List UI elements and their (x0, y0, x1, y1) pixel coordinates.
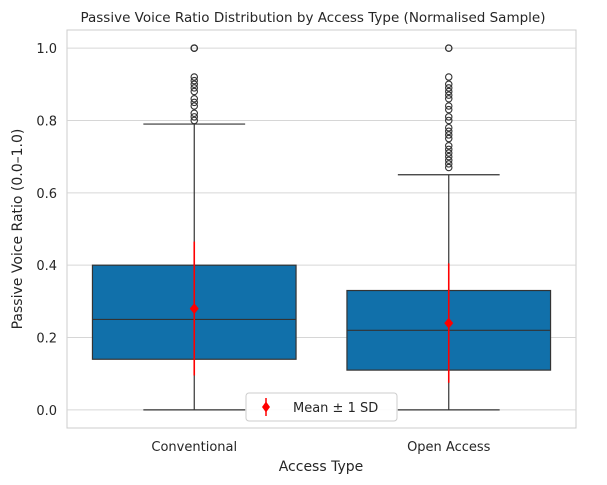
y-tick-label: 0.6 (36, 187, 57, 202)
x-axis-label: Access Type (279, 459, 364, 475)
outlier-point (190, 44, 199, 52)
plot-area (66, 29, 577, 429)
outlier-point (444, 73, 453, 81)
outlier-point (444, 84, 453, 92)
chart-title: Passive Voice Ratio Distribution by Acce… (80, 10, 545, 26)
outlier-point (444, 131, 453, 139)
outlier-point (444, 160, 453, 168)
legend-frame (245, 392, 398, 422)
y-tick-label: 0.0 (36, 404, 57, 419)
outlier-point (444, 91, 453, 99)
y-tick-label: 0.8 (36, 114, 57, 129)
boxes-layer (91, 44, 552, 411)
outlier-point (190, 98, 199, 107)
outlier-point (444, 44, 453, 52)
outlier-point (444, 134, 453, 143)
mean-marker (444, 317, 454, 329)
x-axis-ticks: Conventional Open Access (151, 440, 490, 455)
y-tick-label: 0.2 (36, 332, 57, 347)
outlier-point (190, 84, 199, 92)
outlier-point (190, 116, 199, 125)
outlier-point (444, 149, 453, 157)
outlier-point (190, 102, 199, 110)
outlier-point (444, 113, 453, 121)
outlier-point (444, 127, 453, 136)
outlier-point (190, 76, 199, 85)
outlier-point (190, 73, 199, 81)
outlier-point (444, 116, 453, 125)
legend-label: Mean ± 1 SD (293, 401, 378, 416)
outlier-point (444, 87, 453, 96)
legend: Mean ± 1 SD (245, 392, 398, 422)
outlier-point (444, 105, 453, 114)
x-tick-label: Conventional (151, 440, 237, 455)
outlier-point (190, 113, 199, 121)
outlier-point (444, 94, 453, 103)
outlier-point (444, 145, 453, 154)
outlier-point (444, 156, 453, 165)
outlier-point (190, 94, 199, 103)
box-group (91, 44, 297, 411)
outlier-point (190, 109, 199, 117)
legend-marker (262, 398, 270, 416)
y-axis-ticks: 0.0 0.2 0.4 0.6 0.8 1.0 (36, 42, 57, 419)
outlier-point (444, 80, 453, 89)
outlier-point (444, 152, 453, 161)
outlier-point (444, 102, 453, 110)
outlier-point (444, 123, 453, 132)
box-group (346, 44, 552, 411)
y-tick-label: 0.4 (36, 259, 57, 274)
mean-marker (189, 303, 199, 315)
outlier-point (190, 87, 199, 96)
outlier-point (444, 163, 453, 172)
x-tick-label: Open Access (407, 440, 491, 455)
outlier-point (190, 80, 199, 89)
outlier-point (444, 142, 453, 150)
y-axis-label: Passive Voice Ratio (0.0–1.0) (10, 129, 26, 330)
y-tick-label: 1.0 (36, 42, 57, 57)
